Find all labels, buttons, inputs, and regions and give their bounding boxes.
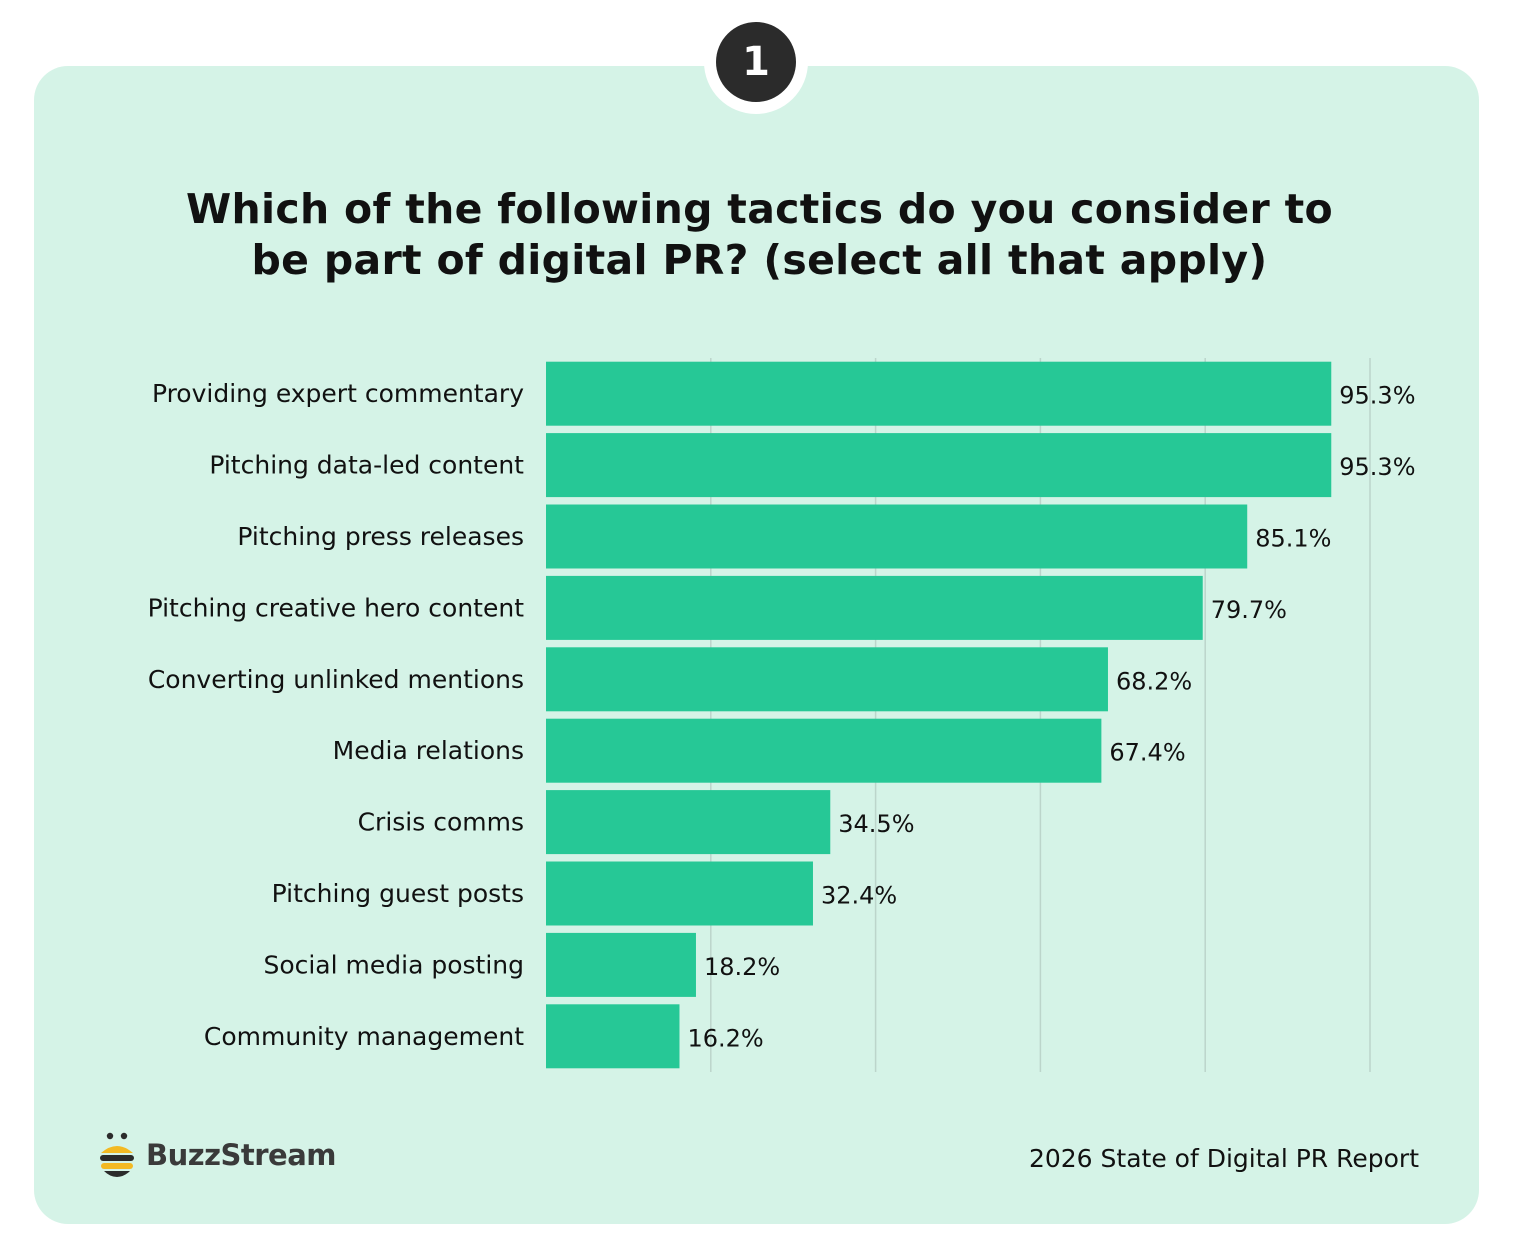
value-label: 32.4%: [821, 882, 897, 910]
value-label: 18.2%: [704, 953, 780, 981]
bar: [546, 861, 813, 926]
value-label: 95.3%: [1339, 382, 1415, 410]
category-label: Pitching data-led content: [209, 451, 524, 480]
category-label: Pitching press releases: [237, 522, 524, 551]
value-label: 85.1%: [1255, 525, 1331, 553]
bar: [546, 718, 1102, 783]
value-label: 67.4%: [1109, 739, 1185, 767]
value-label: 16.2%: [687, 1024, 763, 1052]
category-label: Pitching guest posts: [272, 879, 524, 908]
bar: [546, 1004, 680, 1069]
chart-title: Which of the following tactics do you co…: [100, 184, 1419, 286]
value-label: 34.5%: [838, 810, 914, 838]
brand-logo: BuzzStream: [98, 1130, 337, 1180]
category-label: Social media posting: [263, 950, 524, 979]
bar: [546, 790, 831, 855]
chart-title-line-1: Which of the following tactics do you co…: [186, 185, 1333, 233]
category-label: Providing expert commentary: [152, 379, 524, 408]
brand-name: BuzzStream: [146, 1138, 337, 1172]
source-note: 2026 State of Digital PR Report: [1028, 1144, 1419, 1173]
bee-icon: [100, 1132, 134, 1177]
value-label: 79.7%: [1211, 596, 1287, 624]
bar: [546, 647, 1108, 712]
value-label: 68.2%: [1116, 667, 1192, 695]
category-label: Pitching creative hero content: [148, 593, 525, 622]
category-label: Community management: [204, 1022, 524, 1051]
bar: [546, 504, 1248, 569]
chart-card: [34, 66, 1479, 1224]
bar: [546, 932, 696, 997]
category-label: Media relations: [333, 736, 524, 765]
bar: [546, 361, 1332, 426]
category-label: Crisis comms: [358, 808, 524, 837]
chart-title-line-2: be part of digital PR? (select all that …: [251, 236, 1268, 284]
bar: [546, 575, 1203, 640]
category-label: Converting unlinked mentions: [148, 665, 524, 694]
step-badge: 1: [716, 22, 796, 102]
value-label: 95.3%: [1339, 453, 1415, 481]
bar: [546, 433, 1332, 498]
